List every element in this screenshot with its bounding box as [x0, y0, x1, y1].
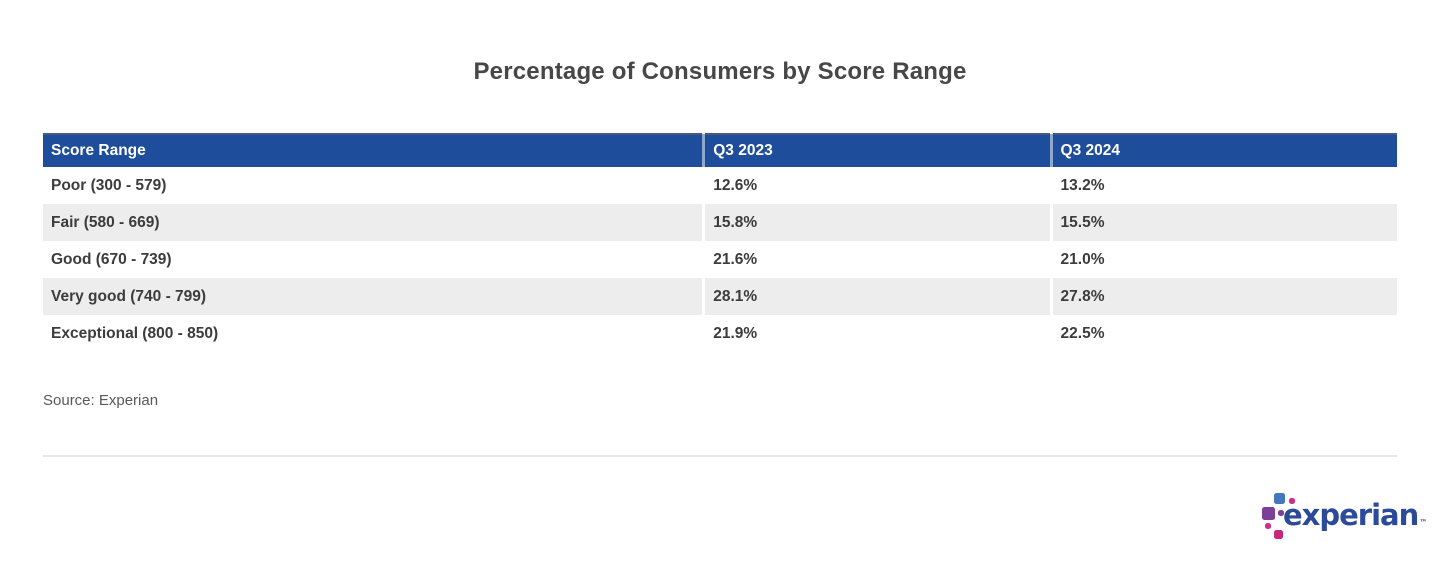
cell-q3-2024: 13.2%: [1049, 167, 1397, 204]
logo-square-magenta-icon: [1265, 523, 1271, 529]
table-row: Fair (580 - 669) 15.8% 15.5%: [43, 204, 1397, 241]
column-header-score-range: Score Range: [43, 133, 704, 167]
table-body: Poor (300 - 579) 12.6% 13.2% Fair (580 -…: [43, 167, 1397, 352]
table-row: Very good (740 - 799) 28.1% 27.8%: [43, 278, 1397, 315]
source-note: Source: Experian: [43, 392, 159, 409]
logo-square-purple-icon: [1278, 510, 1284, 516]
trademark-symbol: ™: [1419, 518, 1428, 527]
page-title: Percentage of Consumers by Score Range: [473, 58, 967, 85]
table-row: Exceptional (800 - 850) 21.9% 22.5%: [43, 315, 1397, 352]
logo-square-magenta-icon: [1274, 530, 1283, 539]
divider-line: [43, 455, 1397, 457]
cell-q3-2024: 22.5%: [1049, 315, 1397, 352]
table-row: Poor (300 - 579) 12.6% 13.2%: [43, 167, 1397, 204]
logo-square-blue-icon: [1274, 493, 1285, 504]
column-header-q3-2024: Q3 2024: [1049, 133, 1397, 167]
cell-q3-2024: 15.5%: [1049, 204, 1397, 241]
table-header: Score Range Q3 2023 Q3 2024: [43, 133, 1397, 167]
cell-score-range: Fair (580 - 669): [43, 204, 704, 241]
logo-square-purple-icon: [1262, 507, 1275, 520]
page-container: Percentage of Consumers by Score Range S…: [0, 58, 1440, 541]
cell-q3-2023: 21.9%: [702, 315, 1052, 352]
cell-score-range: Good (670 - 739): [43, 241, 704, 278]
column-header-q3-2023: Q3 2023: [702, 133, 1052, 167]
cell-score-range: Exceptional (800 - 850): [43, 315, 704, 352]
score-range-table: Score Range Q3 2023 Q3 2024 Poor (300 - …: [43, 133, 1397, 352]
logo-row: experian™: [43, 489, 1427, 541]
cell-q3-2023: 21.6%: [702, 241, 1052, 278]
cell-q3-2024: 21.0%: [1049, 241, 1397, 278]
logo-square-magenta-icon: [1289, 498, 1295, 504]
table-row: Good (670 - 739) 21.6% 21.0%: [43, 241, 1397, 278]
cell-q3-2023: 28.1%: [702, 278, 1052, 315]
cell-score-range: Very good (740 - 799): [43, 278, 704, 315]
cell-q3-2024: 27.8%: [1049, 278, 1397, 315]
experian-logo: experian™: [1261, 489, 1427, 541]
experian-wordmark: experian™: [1283, 498, 1428, 532]
header-row: Score Range Q3 2023 Q3 2024: [43, 133, 1397, 167]
cell-q3-2023: 12.6%: [702, 167, 1052, 204]
cell-q3-2023: 15.8%: [702, 204, 1052, 241]
cell-score-range: Poor (300 - 579): [43, 167, 704, 204]
